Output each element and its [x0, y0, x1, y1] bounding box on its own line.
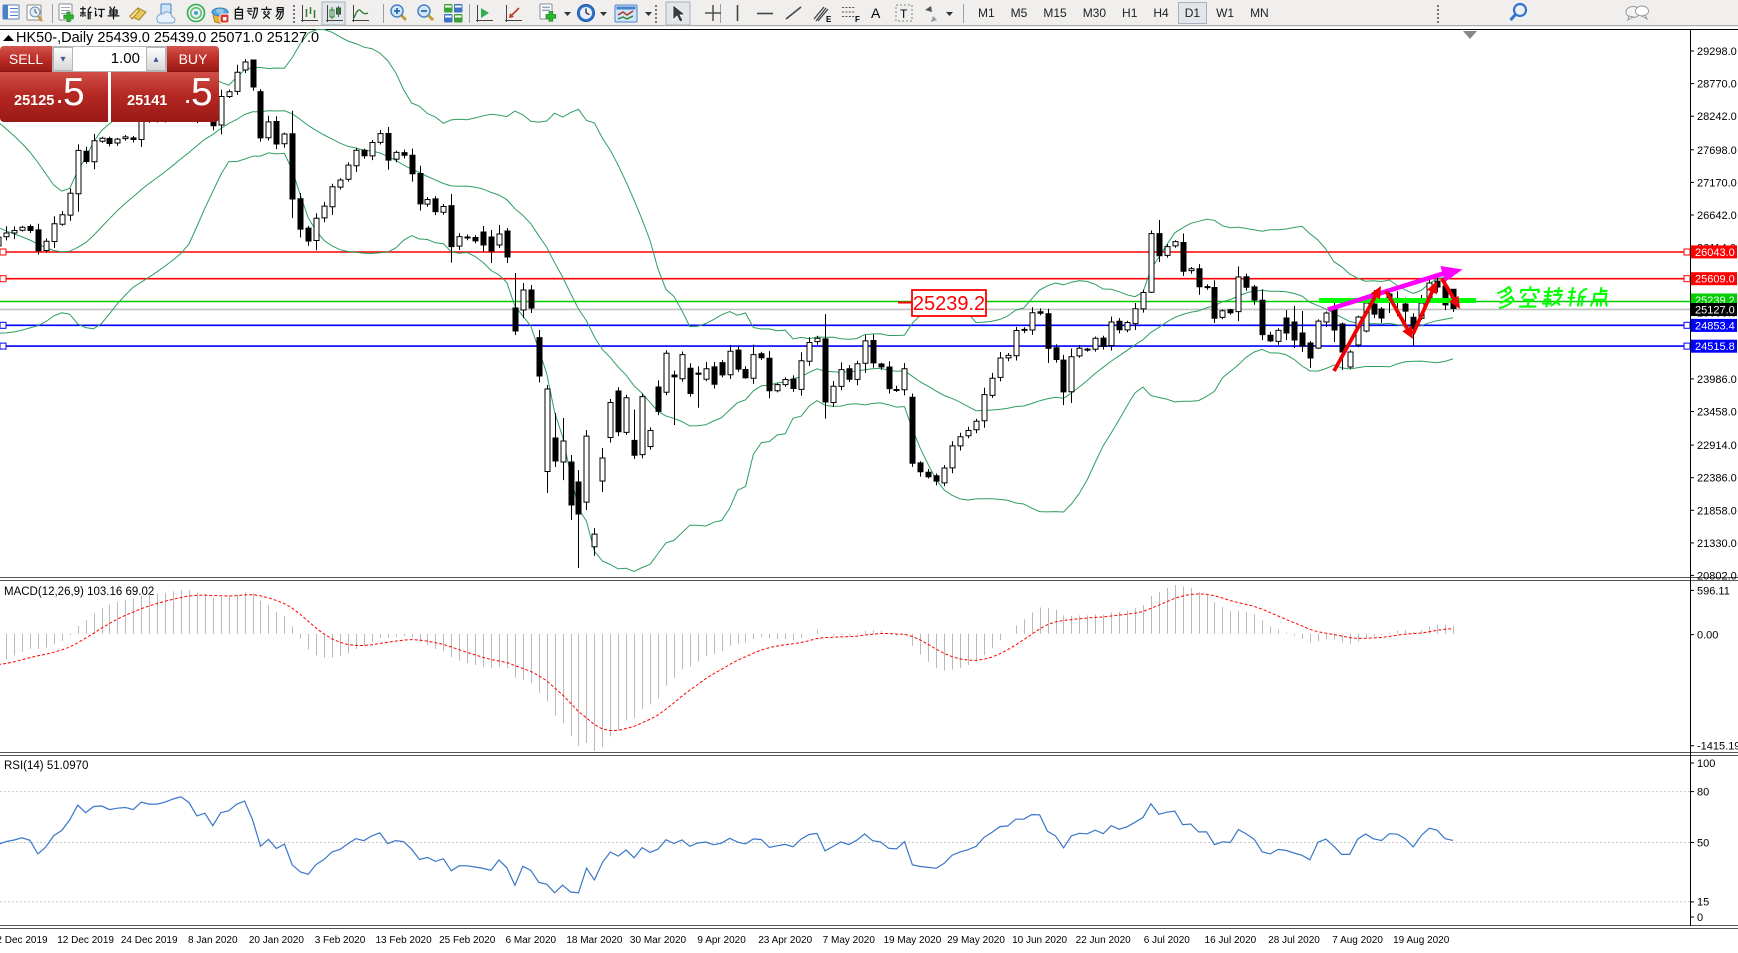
svg-text:27698.0: 27698.0: [1697, 145, 1737, 157]
svg-text:16 Jul 2020: 16 Jul 2020: [1205, 935, 1257, 946]
svg-text:24 Dec 2019: 24 Dec 2019: [121, 935, 178, 946]
svg-text:50: 50: [1697, 837, 1709, 849]
svg-text:596.11: 596.11: [1697, 585, 1730, 597]
svg-text:22914.0: 22914.0: [1697, 440, 1737, 452]
svg-text:23458.0: 23458.0: [1697, 407, 1737, 419]
svg-text:24853.4: 24853.4: [1695, 320, 1735, 332]
svg-text:23986.0: 23986.0: [1697, 374, 1737, 386]
svg-text:6 Jul 2020: 6 Jul 2020: [1144, 935, 1191, 946]
svg-text:25239.2: 25239.2: [913, 293, 985, 315]
svg-text:26043.0: 26043.0: [1695, 247, 1735, 259]
svg-text:0.00: 0.00: [1697, 630, 1718, 642]
svg-text:19 Aug 2020: 19 Aug 2020: [1393, 935, 1450, 946]
svg-text:6 Mar 2020: 6 Mar 2020: [506, 935, 557, 946]
svg-text:26642.0: 26642.0: [1697, 210, 1737, 222]
svg-text:28242.0: 28242.0: [1697, 111, 1737, 123]
svg-text:80: 80: [1697, 786, 1709, 798]
svg-text:20802.0: 20802.0: [1697, 570, 1737, 582]
svg-text:10 Jun 2020: 10 Jun 2020: [1012, 935, 1067, 946]
svg-text:19 May 2020: 19 May 2020: [883, 935, 941, 946]
svg-text:28770.0: 28770.0: [1697, 79, 1737, 91]
svg-text:7 Aug 2020: 7 Aug 2020: [1332, 935, 1383, 946]
svg-text:7 May 2020: 7 May 2020: [823, 935, 876, 946]
svg-text:25 Feb 2020: 25 Feb 2020: [439, 935, 496, 946]
svg-text:12 Dec 2019: 12 Dec 2019: [57, 935, 114, 946]
svg-text:3 Feb 2020: 3 Feb 2020: [315, 935, 366, 946]
svg-text:27170.0: 27170.0: [1697, 177, 1737, 189]
svg-text:25609.0: 25609.0: [1695, 274, 1735, 286]
svg-text:29 May 2020: 29 May 2020: [947, 935, 1005, 946]
svg-text:RSI(14) 51.0970: RSI(14) 51.0970: [4, 760, 88, 772]
svg-text:9 Apr 2020: 9 Apr 2020: [697, 935, 746, 946]
svg-text:24515.8: 24515.8: [1695, 341, 1735, 353]
svg-text:30 Mar 2020: 30 Mar 2020: [630, 935, 687, 946]
svg-text:A: A: [871, 5, 881, 21]
svg-text:0: 0: [1697, 912, 1703, 924]
svg-text:21330.0: 21330.0: [1697, 538, 1737, 550]
svg-text:28 Jul 2020: 28 Jul 2020: [1268, 935, 1320, 946]
svg-text:MACD(12,26,9) 103.16 69.02: MACD(12,26,9) 103.16 69.02: [4, 586, 154, 598]
svg-text:21858.0: 21858.0: [1697, 505, 1737, 517]
svg-text:E: E: [826, 15, 832, 24]
svg-text:HK50-,Daily 25439.0 25439.0 2: HK50-,Daily 25439.0 25439.0 25071.0 2512…: [16, 30, 319, 46]
svg-text:29298.0: 29298.0: [1697, 46, 1737, 58]
svg-text:2 Dec 2019: 2 Dec 2019: [0, 935, 48, 946]
svg-text:T: T: [900, 7, 908, 21]
svg-text:25127.0: 25127.0: [1695, 304, 1735, 316]
svg-text:100: 100: [1697, 758, 1715, 770]
svg-text:8 Jan 2020: 8 Jan 2020: [188, 935, 238, 946]
svg-text:22386.0: 22386.0: [1697, 473, 1737, 485]
svg-text:20 Jan 2020: 20 Jan 2020: [249, 935, 304, 946]
svg-text:15: 15: [1697, 897, 1709, 909]
svg-text:18 Mar 2020: 18 Mar 2020: [566, 935, 623, 946]
svg-text:13 Feb 2020: 13 Feb 2020: [376, 935, 433, 946]
svg-text:F: F: [855, 15, 860, 24]
svg-text:22 Jun 2020: 22 Jun 2020: [1076, 935, 1131, 946]
svg-text:23 Apr 2020: 23 Apr 2020: [758, 935, 812, 946]
svg-text:-1415.19: -1415.19: [1697, 741, 1738, 753]
